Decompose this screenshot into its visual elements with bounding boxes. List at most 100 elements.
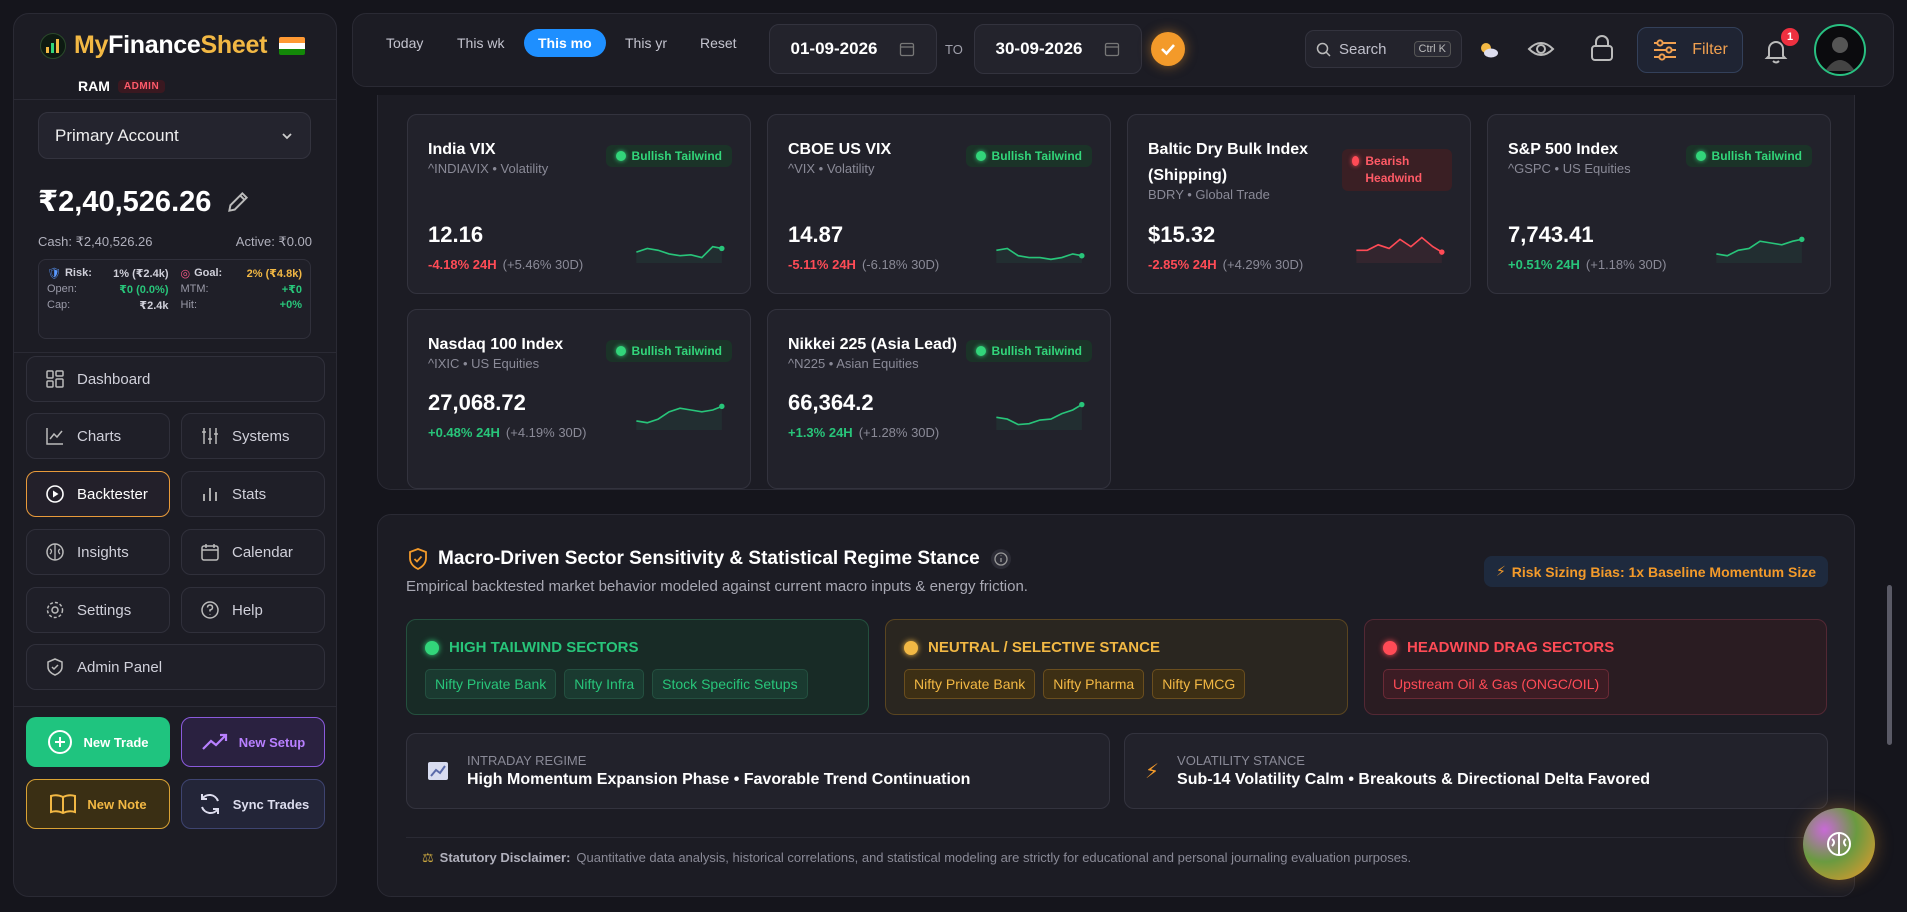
- nav-calendar-label: Calendar: [232, 543, 293, 561]
- sparkline: [1356, 236, 1445, 263]
- market-symbol: BDRY • Global Trade: [1148, 187, 1270, 202]
- intraday-label: INTRADAY REGIME: [467, 753, 587, 768]
- divider: [14, 352, 336, 353]
- scale-icon: ⚖: [422, 849, 434, 865]
- nav-admin-panel[interactable]: Admin Panel: [26, 644, 325, 690]
- brand-name: MyFinanceSheet: [74, 31, 268, 59]
- market-change: -5.11% 24H (-6.18% 30D): [788, 257, 940, 272]
- nav-settings[interactable]: Settings: [26, 587, 170, 633]
- stance-badge: Bullish Tailwind: [605, 145, 732, 167]
- range-this-year[interactable]: This yr: [625, 35, 667, 51]
- filter-button[interactable]: Filter: [1637, 27, 1743, 73]
- nav-insights[interactable]: Insights: [26, 529, 170, 575]
- nav-backtester[interactable]: Backtester: [26, 471, 170, 517]
- headwind-sectors: HEADWIND DRAG SECTORS Upstream Oil & Gas…: [1364, 619, 1827, 715]
- sector-tag: Nifty Private Bank: [904, 669, 1036, 699]
- market-card[interactable]: Baltic Dry Bulk Index (Shipping) BDRY • G…: [1127, 114, 1471, 294]
- lock-icon[interactable]: [1589, 34, 1615, 67]
- date-to-input[interactable]: 30-09-2026: [974, 24, 1142, 74]
- apply-date-button[interactable]: [1151, 32, 1185, 66]
- sector-title-text: Macro-Driven Sector Sensitivity & Statis…: [438, 548, 980, 569]
- new-setup-label: New Setup: [238, 734, 306, 750]
- balance: ₹2,40,526.26: [38, 184, 251, 219]
- market-card[interactable]: India VIX ^INDIAVIX • Volatility Bullish T…: [407, 114, 751, 294]
- sector-tag: Upstream Oil & Gas (ONGC/OIL): [1383, 669, 1610, 699]
- market-card[interactable]: Nasdaq 100 Index ^IXIC • US Equities Bulli…: [407, 309, 751, 489]
- range-this-month[interactable]: This mo: [524, 29, 606, 57]
- new-setup-button[interactable]: New Setup: [181, 717, 325, 767]
- market-value: 12.16: [428, 222, 484, 247]
- edit-icon[interactable]: [225, 189, 251, 215]
- nav-systems[interactable]: Systems: [181, 413, 325, 459]
- bias-text: Risk Sizing Bias: 1x Baseline Momentum S…: [1511, 563, 1816, 580]
- nav-backtester-label: Backtester: [77, 485, 148, 503]
- market-card[interactable]: S&P 500 Index ^GSPC • US Equities Bullish …: [1487, 114, 1831, 294]
- new-trade-button[interactable]: New Trade: [26, 717, 170, 767]
- sparkline: [636, 403, 725, 430]
- stance-badge: Bullish Tailwind: [965, 145, 1092, 167]
- avatar[interactable]: [1814, 24, 1866, 76]
- nav-charts[interactable]: Charts: [26, 413, 170, 459]
- volatility-stance: ⚡ VOLATILITY STANCE Sub-14 Volatility Ca…: [1124, 733, 1828, 809]
- market-value: 14.87: [788, 222, 844, 247]
- nav-calendar[interactable]: Calendar: [181, 529, 325, 575]
- market-symbol: ^INDIAVIX • Volatility: [428, 161, 549, 176]
- nav-admin-panel-label: Admin Panel: [77, 658, 163, 676]
- bar-chart-icon: [203, 488, 217, 501]
- date-from-input[interactable]: 01-09-2026: [769, 24, 937, 74]
- role-badge: ADMIN: [117, 79, 166, 93]
- eye-icon[interactable]: [1527, 38, 1555, 65]
- calendar-icon: [900, 42, 915, 57]
- market-card[interactable]: Nikkei 225 (Asia Lead) ^N225 • Asian Equi…: [767, 309, 1111, 489]
- brand[interactable]: MyFinanceSheet: [40, 31, 306, 60]
- sparkline: [636, 245, 725, 263]
- search-button[interactable]: Search Ctrl K: [1305, 30, 1462, 68]
- filter-label: Filter: [1692, 41, 1728, 58]
- date-to-separator: TO: [945, 42, 963, 57]
- date-to-value: 30-09-2026: [995, 39, 1083, 58]
- range-today[interactable]: Today: [386, 35, 424, 51]
- weather-icon[interactable]: [1478, 40, 1500, 65]
- disclaimer-text: Quantitative data analysis, historical c…: [576, 850, 1412, 865]
- range-reset[interactable]: Reset: [700, 35, 737, 51]
- gear-icon: [46, 601, 64, 619]
- scrollbar[interactable]: [1887, 585, 1892, 745]
- sector-tag: Stock Specific Setups: [652, 669, 808, 699]
- market-name: Nikkei 225 (Asia Lead): [788, 336, 957, 353]
- bell-icon[interactable]: [1762, 37, 1790, 70]
- active-value: Active: ₹0.00: [235, 234, 312, 249]
- search-label: Search: [1339, 40, 1387, 58]
- new-note-button[interactable]: New Note: [26, 779, 170, 829]
- sector-tag: Nifty Infra: [564, 669, 645, 699]
- headwind-label: HEADWIND DRAG SECTORS: [1407, 639, 1615, 656]
- logo-icon: [40, 32, 66, 59]
- nav-help[interactable]: Help: [181, 587, 325, 633]
- stance-badge: Bearish Headwind: [1342, 149, 1452, 191]
- stance-badge: Bullish Tailwind: [965, 340, 1092, 362]
- market-card[interactable]: CBOE US VIX ^VIX • Volatility Bullish Tail…: [767, 114, 1111, 294]
- market-value: 66,364.2: [788, 390, 874, 415]
- sync-trades-button[interactable]: Sync Trades: [181, 779, 325, 829]
- nav-dashboard[interactable]: Dashboard: [26, 356, 325, 402]
- shield-check-icon: [47, 658, 63, 676]
- nav-settings-label: Settings: [77, 601, 132, 619]
- stance-badge: Bullish Tailwind: [1685, 145, 1812, 167]
- green-dot-icon: [615, 346, 626, 356]
- ai-assistant-button[interactable]: [1803, 808, 1875, 880]
- chevron-down-icon: [282, 132, 292, 139]
- check-icon: [1161, 44, 1175, 56]
- nav-stats[interactable]: Stats: [181, 471, 325, 517]
- sparkline: [996, 401, 1085, 430]
- market-symbol: ^IXIC • US Equities: [428, 356, 540, 371]
- nav-insights-label: Insights: [77, 543, 129, 561]
- brain-icon: [46, 543, 64, 561]
- help-icon: [201, 601, 219, 619]
- intraday-regime: INTRADAY REGIME High Momentum Expansion …: [406, 733, 1110, 809]
- range-this-week[interactable]: This wk: [457, 35, 505, 51]
- sector-title: Macro-Driven Sector Sensitivity & Statis…: [408, 548, 1012, 570]
- red-dot-icon: [1383, 640, 1397, 655]
- market-name: S&P 500 Index: [1508, 141, 1618, 158]
- info-icon[interactable]: [990, 548, 1012, 570]
- account-select[interactable]: Primary Account: [38, 112, 311, 159]
- market-change: +0.48% 24H (+4.19% 30D): [428, 425, 587, 440]
